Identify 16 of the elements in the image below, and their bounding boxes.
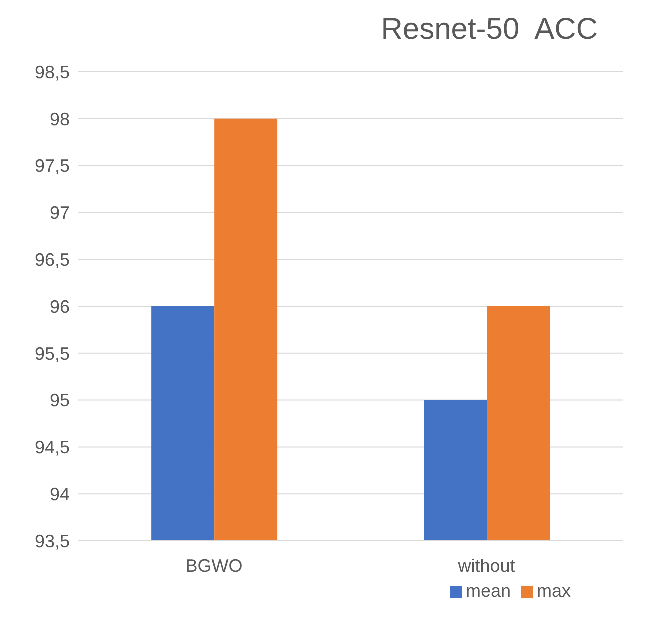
legend-label: max — [537, 581, 572, 601]
y-tick-label: 94,5 — [34, 438, 70, 458]
y-tick-label: 96,5 — [34, 250, 70, 270]
y-tick-label: 97 — [50, 203, 70, 224]
y-tick-label: 95 — [50, 390, 70, 411]
x-tick-label: BGWO — [186, 556, 243, 576]
legend-label: mean — [466, 581, 511, 601]
chart-title: Resnet-50 ACC — [380, 12, 599, 48]
y-tick-label: 96 — [50, 296, 70, 317]
x-tick-label: without — [457, 556, 516, 576]
y-tick-label: 94 — [50, 484, 70, 504]
y-tick-label: 98,5 — [34, 62, 70, 82]
y-tick-label: 93,5 — [34, 531, 70, 552]
y-tick-label: 97,5 — [34, 156, 70, 176]
y-tick-label: 98 — [50, 109, 70, 130]
y-tick-label: 95,5 — [34, 344, 70, 364]
